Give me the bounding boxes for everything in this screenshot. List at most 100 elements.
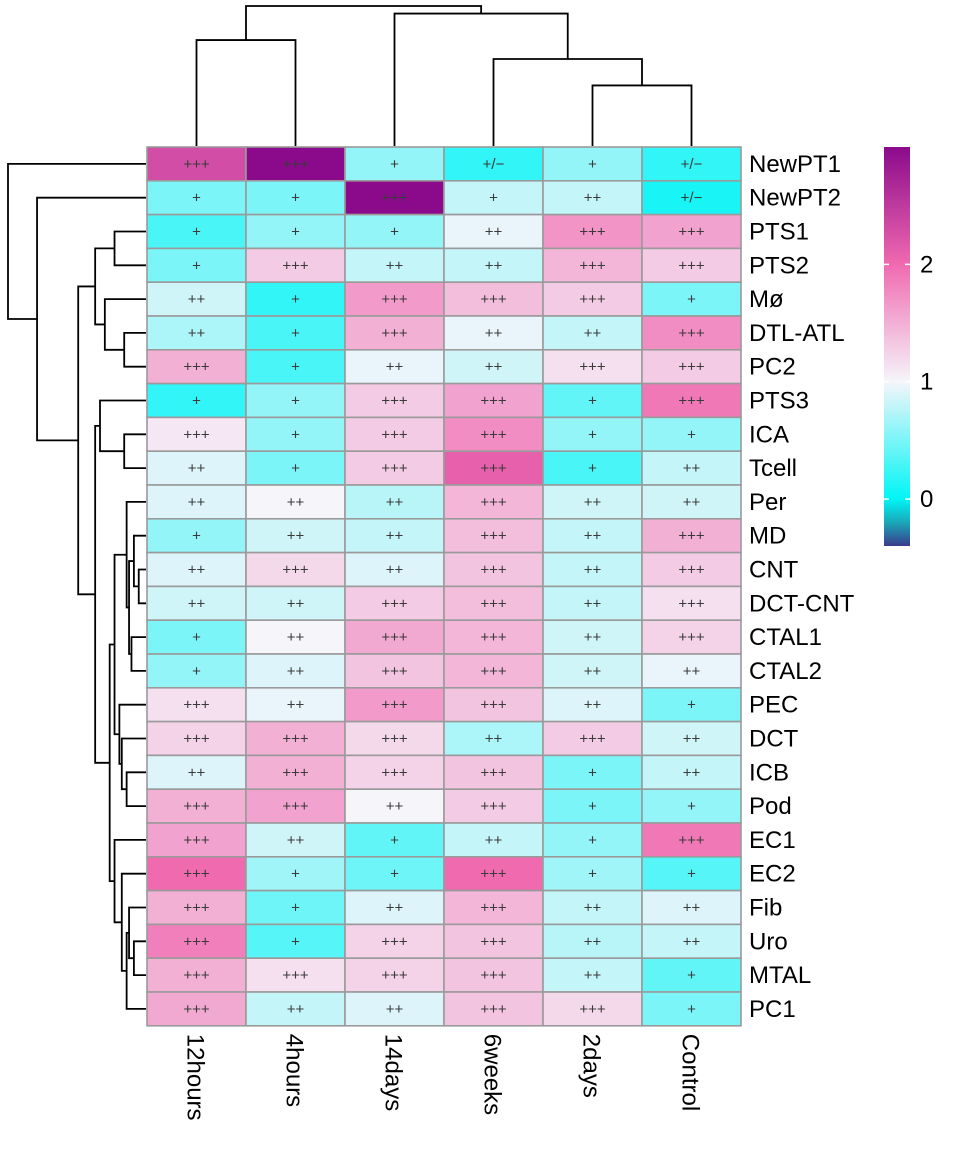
column-label: 4hours bbox=[281, 1034, 308, 1107]
cell-label: +++ bbox=[480, 663, 507, 680]
cell-label: +++ bbox=[480, 494, 507, 511]
dendrogram-branch bbox=[195, 39, 297, 146]
cell-label: + bbox=[687, 798, 696, 815]
cell-label: ++ bbox=[287, 494, 305, 511]
heatmap-cell bbox=[245, 180, 346, 216]
cell-label: +++ bbox=[678, 562, 705, 579]
dendrogram-branch bbox=[130, 636, 146, 672]
cell-label: + bbox=[687, 1001, 696, 1018]
row-label: Uro bbox=[749, 928, 788, 955]
cell-label: + bbox=[687, 291, 696, 308]
heatmap-cell bbox=[146, 180, 247, 216]
cell-label: ++ bbox=[386, 798, 404, 815]
heatmap-cell bbox=[542, 146, 643, 182]
cell-label: +++ bbox=[381, 460, 408, 477]
cell-label: ++ bbox=[584, 494, 602, 511]
dendrogram-branch bbox=[113, 553, 127, 736]
cell-label: + bbox=[588, 764, 597, 781]
heatmap-cell bbox=[443, 180, 544, 216]
row-label: PC2 bbox=[749, 354, 796, 381]
cell-label: +++ bbox=[183, 900, 210, 917]
heatmap-cell bbox=[542, 416, 643, 452]
cell-label: ++ bbox=[683, 460, 701, 477]
cell-label: +++ bbox=[678, 224, 705, 241]
cell-label: + bbox=[291, 460, 300, 477]
cell-label: +++ bbox=[282, 764, 309, 781]
cell-label: +++ bbox=[183, 832, 210, 849]
heatmap-cell bbox=[146, 889, 247, 926]
cell-label: + bbox=[291, 933, 300, 950]
heatmap-cell bbox=[641, 146, 742, 182]
row-label: Mø bbox=[749, 286, 784, 313]
cell-label: +++ bbox=[381, 663, 408, 680]
dendrogram-branch bbox=[118, 703, 146, 765]
heatmap-cell bbox=[542, 720, 643, 757]
heatmap-cell bbox=[443, 720, 544, 757]
row-label: MTAL bbox=[749, 962, 811, 989]
cell-label: +++ bbox=[678, 257, 705, 274]
cell-label: ++ bbox=[485, 359, 503, 376]
cell-label: +++ bbox=[678, 528, 705, 545]
legend-tick-label: 2 bbox=[920, 251, 933, 278]
cell-label: ++ bbox=[188, 595, 206, 612]
heatmap-cell bbox=[146, 923, 247, 960]
dendrogram-branch bbox=[113, 230, 146, 267]
dendrogram-branch bbox=[103, 298, 146, 351]
heatmap-cell bbox=[146, 991, 247, 1027]
cell-label: ++ bbox=[683, 494, 701, 511]
row-label: PTS1 bbox=[749, 219, 809, 246]
cell-label: +++ bbox=[480, 798, 507, 815]
heatmap-cell bbox=[443, 957, 544, 993]
cell-label: +++ bbox=[678, 325, 705, 342]
heatmap-cell bbox=[641, 619, 742, 655]
cell-label: ++ bbox=[386, 359, 404, 376]
heatmap-cell bbox=[146, 686, 247, 723]
cell-label: +++ bbox=[381, 731, 408, 748]
cell-label: ++ bbox=[584, 190, 602, 207]
cell-label: +++ bbox=[381, 697, 408, 714]
cell-label: + bbox=[192, 629, 201, 646]
heatmap-cell bbox=[344, 686, 445, 723]
column-label: 2days bbox=[578, 1034, 605, 1098]
heatmap-cell bbox=[245, 957, 346, 993]
row-label: DCT-CNT bbox=[749, 590, 855, 617]
cell-label: ++ bbox=[287, 1001, 305, 1018]
heatmap-cell bbox=[245, 991, 346, 1027]
cell-label: + bbox=[291, 224, 300, 241]
dendrogram-branch bbox=[77, 285, 96, 596]
heatmap-cell bbox=[344, 822, 445, 858]
heatmap-cell bbox=[146, 788, 247, 824]
cell-label: +++ bbox=[678, 629, 705, 646]
cell-label: ++ bbox=[485, 325, 503, 342]
cell-label: +++ bbox=[579, 257, 606, 274]
dendrogram-branch bbox=[393, 12, 569, 146]
heatmap-cell bbox=[443, 416, 544, 452]
column-dendrogram bbox=[195, 5, 693, 146]
heatmap-cell bbox=[344, 889, 445, 926]
cell-label: + bbox=[687, 697, 696, 714]
heatmap-cell bbox=[344, 855, 445, 892]
cell-label: + bbox=[390, 224, 399, 241]
cell-label: +++ bbox=[480, 764, 507, 781]
cell-label: +++ bbox=[480, 866, 507, 883]
dendrogram-branch bbox=[125, 931, 146, 1010]
dendrogram-branch bbox=[36, 196, 146, 442]
cell-label: +++ bbox=[678, 393, 705, 410]
heatmap-cell bbox=[641, 585, 742, 622]
cell-label: +++ bbox=[381, 190, 408, 207]
row-label: ICA bbox=[749, 421, 789, 448]
cell-label: +++ bbox=[480, 1001, 507, 1018]
cell-label: ++ bbox=[386, 562, 404, 579]
cell-label: + bbox=[291, 359, 300, 376]
dendrogram-branch bbox=[123, 332, 146, 368]
cell-label: ++ bbox=[485, 224, 503, 241]
cell-label: + bbox=[291, 190, 300, 207]
cell-label: ++ bbox=[584, 900, 602, 917]
dendrogram-branch bbox=[94, 424, 110, 764]
cell-label: + bbox=[192, 393, 201, 410]
cell-label: ++ bbox=[188, 325, 206, 342]
heatmap-cell bbox=[641, 247, 742, 283]
row-label: PTS3 bbox=[749, 388, 809, 415]
heatmap-cell bbox=[146, 484, 247, 520]
